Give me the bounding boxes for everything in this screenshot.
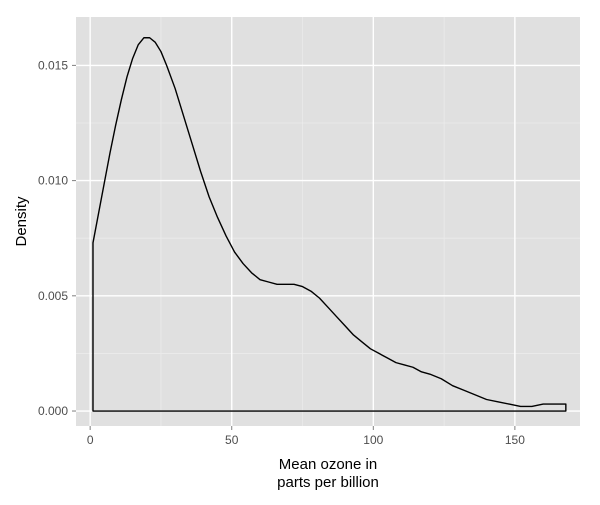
x-tick-label: 100 — [363, 433, 383, 447]
plot-panel — [76, 17, 580, 426]
x-tick-label: 150 — [505, 433, 525, 447]
x-tick-label: 50 — [225, 433, 239, 447]
y-axis-title: Density — [13, 196, 30, 247]
y-axis-ticks: 0.000 0.005 0.010 0.015 — [38, 58, 76, 418]
x-axis-title-line-2: parts per billion — [277, 474, 379, 491]
y-tick-label: 0.010 — [38, 174, 68, 188]
y-tick-label: 0.015 — [38, 58, 68, 72]
y-tick-label: 0.000 — [38, 404, 68, 418]
x-tick-label: 0 — [87, 433, 94, 447]
y-tick-label: 0.005 — [38, 289, 68, 303]
x-axis-title-line-1: Mean ozone in — [279, 456, 377, 473]
density-curve — [92, 37, 567, 412]
minor-gridlines — [76, 17, 580, 426]
x-axis-ticks: 0 50 100 150 — [87, 426, 525, 447]
